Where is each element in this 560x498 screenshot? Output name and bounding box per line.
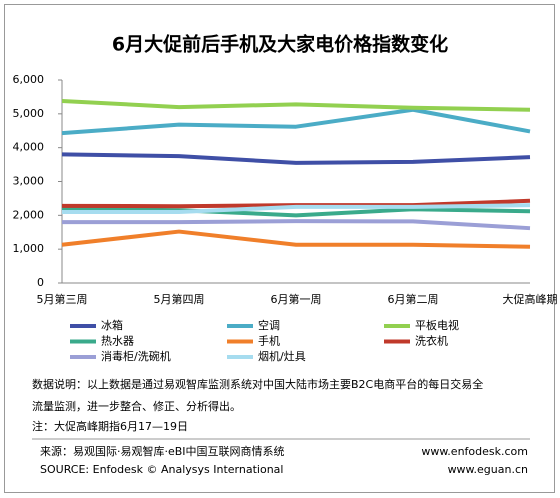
legend-label: 空调 xyxy=(258,318,280,332)
source-cn: 来源：易观国际·易观智库·eBI中国互联网商情系统 xyxy=(40,444,285,458)
legend-label: 洗衣机 xyxy=(415,334,448,348)
url: www.enfodesk.com xyxy=(421,445,528,458)
y-tick-label: 3,000 xyxy=(13,175,45,188)
series-line xyxy=(61,229,531,249)
x-tick-label: 5月第四周 xyxy=(154,292,205,306)
legend-label: 平板电视 xyxy=(415,318,459,332)
note: 数据说明：以上数据是通过易观智库监测系统对中国大陆市场主要B2C电商平台的每日交… xyxy=(32,377,483,391)
x-tick-label: 5月第三周 xyxy=(37,292,88,306)
x-tick-label: 6月第二周 xyxy=(388,292,439,306)
legend-label: 冰箱 xyxy=(101,318,123,332)
series-line xyxy=(61,152,531,165)
legend-label: 手机 xyxy=(258,334,280,348)
note: 注：大促高峰期指6月17—19日 xyxy=(32,419,188,433)
series-line xyxy=(61,206,531,218)
note: 流量监测，进一步整合、修正、分析得出。 xyxy=(32,399,241,413)
x-tick-label: 大促高峰期 xyxy=(503,292,558,306)
series-line xyxy=(61,98,531,112)
x-tick-label: 6月第一周 xyxy=(271,292,322,306)
y-tick-label: 5,000 xyxy=(13,107,45,120)
y-tick-label: 1,000 xyxy=(13,242,45,255)
legend-label: 消毒柜/洗碗机 xyxy=(101,349,171,363)
source-en: SOURCE: Enfodesk © Analysys Internationa… xyxy=(40,463,283,476)
chart-title: 6月大促前后手机及大家电价格指数变化 xyxy=(112,33,448,56)
url: www.eguan.cn xyxy=(448,463,528,476)
series-line xyxy=(62,219,531,231)
series-line xyxy=(61,107,531,136)
legend-label: 热水器 xyxy=(101,335,134,348)
y-tick-label: 2,000 xyxy=(13,208,45,221)
y-tick-label: 4,000 xyxy=(13,141,45,154)
legend-label: 烟机/灶具 xyxy=(258,349,306,363)
y-tick-label: 6,000 xyxy=(13,73,45,86)
series-line xyxy=(62,203,531,214)
frame xyxy=(4,4,555,493)
y-tick-label: 0 xyxy=(37,276,44,289)
